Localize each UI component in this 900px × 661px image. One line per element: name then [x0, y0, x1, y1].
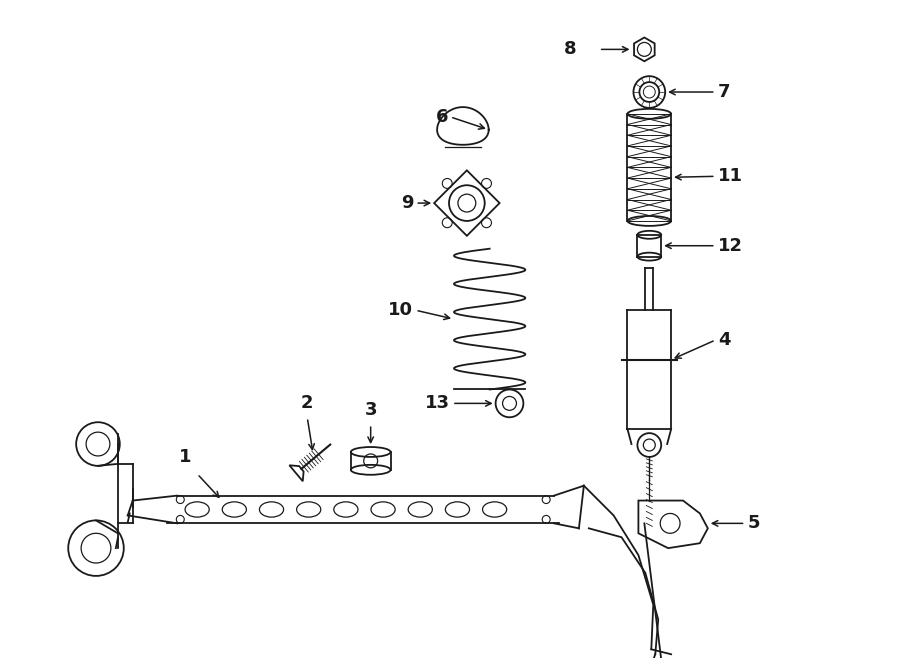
Text: 7: 7 [717, 83, 730, 101]
Text: 3: 3 [364, 401, 377, 419]
Text: 6: 6 [436, 108, 448, 126]
Text: 2: 2 [301, 395, 313, 412]
Text: 13: 13 [425, 395, 450, 412]
Text: 12: 12 [717, 237, 742, 254]
Text: 11: 11 [717, 167, 742, 185]
Text: 8: 8 [564, 40, 577, 58]
Text: 10: 10 [388, 301, 413, 319]
Text: 1: 1 [179, 448, 192, 466]
Text: 4: 4 [717, 331, 730, 349]
Text: 5: 5 [748, 514, 760, 532]
Text: 9: 9 [400, 194, 413, 212]
